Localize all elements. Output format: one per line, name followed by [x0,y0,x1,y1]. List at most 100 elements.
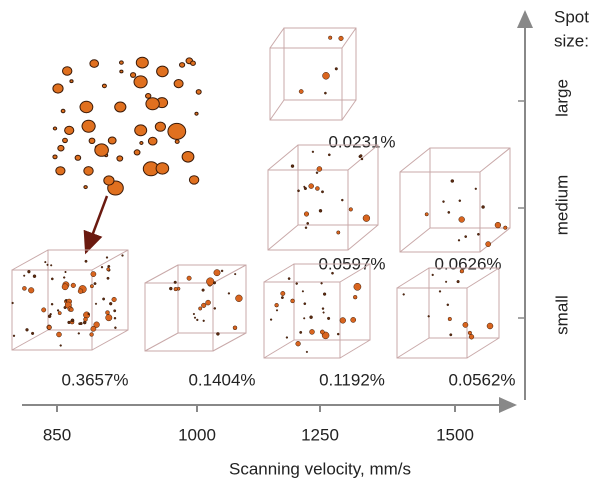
cube-front [269,47,343,121]
pore [308,183,314,189]
cube-edge [347,224,379,251]
pore-cube [399,147,511,253]
pore [303,186,307,191]
zoom-pore [195,89,202,95]
pore [56,309,60,312]
cube-edge [466,337,500,359]
zoom-pore [103,175,115,186]
pore [321,307,325,310]
pore [446,303,450,307]
cube-edge [91,329,129,351]
pore [206,277,215,286]
zoom-pore [194,111,199,116]
zoom-pore [88,137,96,145]
pore [303,185,306,188]
pore [353,295,358,300]
pore [295,341,301,347]
pore [462,322,469,328]
pore [442,200,445,203]
cube-front [11,269,93,351]
pore [315,186,320,191]
pore [114,326,117,329]
pore [102,297,106,301]
pore [100,266,104,269]
pore [275,309,279,312]
zoom-pore [179,62,186,68]
pore [280,291,286,296]
pore [274,303,279,308]
pore [93,282,97,286]
cube-edge [339,263,371,283]
cube-back [429,147,511,229]
cube-back [47,249,129,331]
pore [213,269,221,277]
zoom-pore [119,69,124,74]
pore [28,287,35,294]
cube-front [267,169,349,251]
cube-edge [466,267,500,289]
zoom-pore [119,60,124,65]
pore [64,299,68,302]
cube-edge [144,264,179,284]
zoom-pore [155,162,170,175]
zoomed-pores [52,56,202,196]
cube-edge [11,329,49,351]
pore [450,179,455,183]
pore [485,241,492,247]
porosity-label: 0.1192% [319,370,385,389]
pore [359,154,363,158]
pore [50,264,53,267]
pore [84,259,88,263]
cube-edge [479,147,511,173]
pore [350,317,357,323]
pore [477,232,480,236]
cube-edge [339,339,371,359]
pore [44,261,47,264]
zoom-pore [61,66,73,76]
zoom-pore [89,59,99,68]
pore [109,302,113,306]
cube-edge [11,249,49,271]
pore [309,315,313,319]
pore [173,287,178,292]
pore [327,316,331,320]
pore [235,294,243,302]
zoom-pore [167,122,187,140]
pore [111,296,117,303]
zoom-pore [83,166,94,176]
pore [31,331,35,335]
zoom-pore [145,97,160,111]
x-tick-label: 850 [43,425,71,444]
pore [360,157,364,161]
pore [328,35,333,40]
x-tick-label: 1250 [301,425,339,444]
pore [198,306,203,311]
zoom-pore [188,175,200,185]
pore [192,312,195,316]
pore [468,334,475,340]
pore [457,239,461,242]
porosity-label: 0.0626% [434,254,501,273]
zoom-pore [74,154,82,161]
cube-edge [212,332,247,352]
pore [336,332,340,336]
cube-back [293,263,371,341]
zoom-pore [107,136,117,145]
pore [87,312,90,316]
pore [69,307,74,312]
pore [11,301,14,305]
cube-edge [341,99,357,121]
pore [50,277,54,281]
pore [303,211,310,217]
pore [32,274,37,278]
cube-front [399,171,481,253]
pore [304,226,308,229]
zoom-pore [130,72,137,78]
pore [503,225,508,230]
pore [315,171,319,174]
pore [12,334,16,337]
pore [41,307,47,313]
zoom-pore [173,79,184,89]
pore [193,316,197,319]
